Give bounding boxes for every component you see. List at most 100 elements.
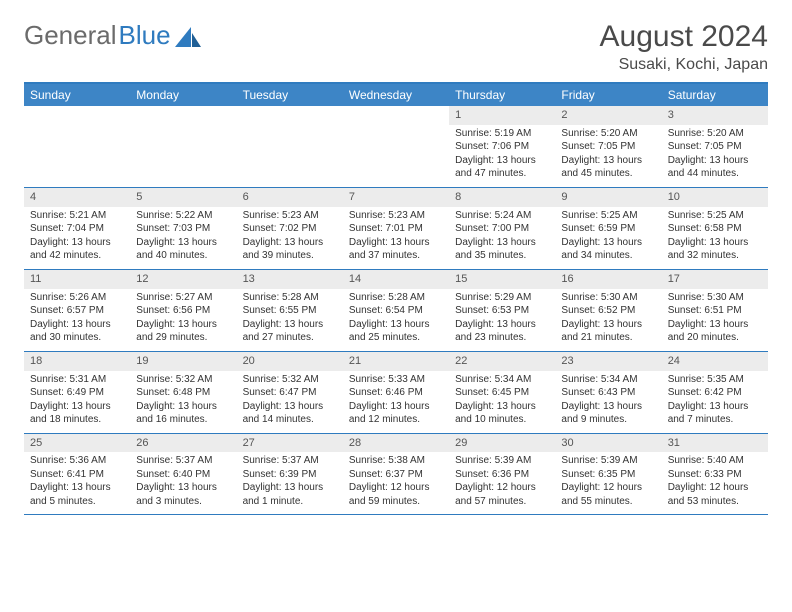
day-number: 29	[449, 434, 555, 453]
day-body: Sunrise: 5:40 AMSunset: 6:33 PMDaylight:…	[662, 452, 768, 514]
day-header: Thursday	[449, 83, 555, 106]
sunrise-text: Sunrise: 5:21 AM	[30, 209, 124, 223]
daylight-text: Daylight: 13 hours and 29 minutes.	[136, 318, 230, 345]
sunset-text: Sunset: 6:48 PM	[136, 386, 230, 400]
day-body: Sunrise: 5:32 AMSunset: 6:48 PMDaylight:…	[130, 371, 236, 433]
day-body: Sunrise: 5:22 AMSunset: 7:03 PMDaylight:…	[130, 207, 236, 269]
calendar-row: 1Sunrise: 5:19 AMSunset: 7:06 PMDaylight…	[24, 106, 768, 188]
sunset-text: Sunset: 6:42 PM	[668, 386, 762, 400]
calendar-cell: 25Sunrise: 5:36 AMSunset: 6:41 PMDayligh…	[24, 433, 130, 515]
title-block: August 2024 Susaki, Kochi, Japan	[600, 20, 768, 74]
day-body: Sunrise: 5:26 AMSunset: 6:57 PMDaylight:…	[24, 289, 130, 351]
day-body: Sunrise: 5:20 AMSunset: 7:05 PMDaylight:…	[662, 125, 768, 187]
day-number: 16	[555, 270, 661, 289]
daylight-text: Daylight: 13 hours and 20 minutes.	[668, 318, 762, 345]
sunset-text: Sunset: 6:57 PM	[30, 304, 124, 318]
day-header: Friday	[555, 83, 661, 106]
sunset-text: Sunset: 6:58 PM	[668, 222, 762, 236]
calendar-cell: 16Sunrise: 5:30 AMSunset: 6:52 PMDayligh…	[555, 269, 661, 351]
day-number: 22	[449, 352, 555, 371]
daylight-text: Daylight: 13 hours and 32 minutes.	[668, 236, 762, 263]
calendar-head: SundayMondayTuesdayWednesdayThursdayFrid…	[24, 83, 768, 106]
sunrise-text: Sunrise: 5:34 AM	[561, 373, 655, 387]
day-number: 5	[130, 188, 236, 207]
calendar-cell: 7Sunrise: 5:23 AMSunset: 7:01 PMDaylight…	[343, 188, 449, 270]
calendar-row: 11Sunrise: 5:26 AMSunset: 6:57 PMDayligh…	[24, 269, 768, 351]
day-body: Sunrise: 5:21 AMSunset: 7:04 PMDaylight:…	[24, 207, 130, 269]
daylight-text: Daylight: 13 hours and 10 minutes.	[455, 400, 549, 427]
day-number: 11	[24, 270, 130, 289]
calendar-cell: 17Sunrise: 5:30 AMSunset: 6:51 PMDayligh…	[662, 269, 768, 351]
sunset-text: Sunset: 6:49 PM	[30, 386, 124, 400]
sunrise-text: Sunrise: 5:28 AM	[243, 291, 337, 305]
day-header: Saturday	[662, 83, 768, 106]
day-body: Sunrise: 5:23 AMSunset: 7:01 PMDaylight:…	[343, 207, 449, 269]
sunset-text: Sunset: 6:52 PM	[561, 304, 655, 318]
sunrise-text: Sunrise: 5:28 AM	[349, 291, 443, 305]
calendar-cell	[343, 106, 449, 188]
daylight-text: Daylight: 13 hours and 21 minutes.	[561, 318, 655, 345]
day-body: Sunrise: 5:32 AMSunset: 6:47 PMDaylight:…	[237, 371, 343, 433]
daylight-text: Daylight: 13 hours and 42 minutes.	[30, 236, 124, 263]
day-number: 3	[662, 106, 768, 125]
sunrise-text: Sunrise: 5:34 AM	[455, 373, 549, 387]
day-body: Sunrise: 5:28 AMSunset: 6:55 PMDaylight:…	[237, 289, 343, 351]
daylight-text: Daylight: 13 hours and 5 minutes.	[30, 481, 124, 508]
sunset-text: Sunset: 6:43 PM	[561, 386, 655, 400]
calendar-row: 25Sunrise: 5:36 AMSunset: 6:41 PMDayligh…	[24, 433, 768, 515]
sunrise-text: Sunrise: 5:38 AM	[349, 454, 443, 468]
day-body: Sunrise: 5:34 AMSunset: 6:45 PMDaylight:…	[449, 371, 555, 433]
day-body: Sunrise: 5:36 AMSunset: 6:41 PMDaylight:…	[24, 452, 130, 514]
daylight-text: Daylight: 12 hours and 55 minutes.	[561, 481, 655, 508]
sunset-text: Sunset: 6:41 PM	[30, 468, 124, 482]
day-body: Sunrise: 5:19 AMSunset: 7:06 PMDaylight:…	[449, 125, 555, 187]
day-number: 24	[662, 352, 768, 371]
day-number: 17	[662, 270, 768, 289]
sunset-text: Sunset: 6:51 PM	[668, 304, 762, 318]
calendar-body: 1Sunrise: 5:19 AMSunset: 7:06 PMDaylight…	[24, 106, 768, 515]
calendar-cell: 2Sunrise: 5:20 AMSunset: 7:05 PMDaylight…	[555, 106, 661, 188]
day-number: 18	[24, 352, 130, 371]
calendar-cell: 30Sunrise: 5:39 AMSunset: 6:35 PMDayligh…	[555, 433, 661, 515]
sunrise-text: Sunrise: 5:29 AM	[455, 291, 549, 305]
calendar-cell: 9Sunrise: 5:25 AMSunset: 6:59 PMDaylight…	[555, 188, 661, 270]
location: Susaki, Kochi, Japan	[600, 56, 768, 74]
daylight-text: Daylight: 13 hours and 7 minutes.	[668, 400, 762, 427]
day-body: Sunrise: 5:23 AMSunset: 7:02 PMDaylight:…	[237, 207, 343, 269]
day-body: Sunrise: 5:24 AMSunset: 7:00 PMDaylight:…	[449, 207, 555, 269]
sunrise-text: Sunrise: 5:23 AM	[243, 209, 337, 223]
daylight-text: Daylight: 13 hours and 34 minutes.	[561, 236, 655, 263]
daylight-text: Daylight: 13 hours and 3 minutes.	[136, 481, 230, 508]
daylight-text: Daylight: 13 hours and 9 minutes.	[561, 400, 655, 427]
day-header: Tuesday	[237, 83, 343, 106]
sunset-text: Sunset: 6:54 PM	[349, 304, 443, 318]
calendar-row: 18Sunrise: 5:31 AMSunset: 6:49 PMDayligh…	[24, 351, 768, 433]
sunrise-text: Sunrise: 5:27 AM	[136, 291, 230, 305]
calendar-cell: 28Sunrise: 5:38 AMSunset: 6:37 PMDayligh…	[343, 433, 449, 515]
day-body: Sunrise: 5:33 AMSunset: 6:46 PMDaylight:…	[343, 371, 449, 433]
day-body: Sunrise: 5:25 AMSunset: 6:59 PMDaylight:…	[555, 207, 661, 269]
day-body: Sunrise: 5:37 AMSunset: 6:39 PMDaylight:…	[237, 452, 343, 514]
calendar-cell: 13Sunrise: 5:28 AMSunset: 6:55 PMDayligh…	[237, 269, 343, 351]
daylight-text: Daylight: 13 hours and 40 minutes.	[136, 236, 230, 263]
sunset-text: Sunset: 6:36 PM	[455, 468, 549, 482]
sunrise-text: Sunrise: 5:22 AM	[136, 209, 230, 223]
day-number: 26	[130, 434, 236, 453]
daylight-text: Daylight: 13 hours and 35 minutes.	[455, 236, 549, 263]
day-body: Sunrise: 5:39 AMSunset: 6:36 PMDaylight:…	[449, 452, 555, 514]
daylight-text: Daylight: 13 hours and 27 minutes.	[243, 318, 337, 345]
sunset-text: Sunset: 6:40 PM	[136, 468, 230, 482]
calendar-cell: 6Sunrise: 5:23 AMSunset: 7:02 PMDaylight…	[237, 188, 343, 270]
calendar-cell: 12Sunrise: 5:27 AMSunset: 6:56 PMDayligh…	[130, 269, 236, 351]
daylight-text: Daylight: 13 hours and 25 minutes.	[349, 318, 443, 345]
calendar-cell: 22Sunrise: 5:34 AMSunset: 6:45 PMDayligh…	[449, 351, 555, 433]
day-number: 20	[237, 352, 343, 371]
calendar-cell: 8Sunrise: 5:24 AMSunset: 7:00 PMDaylight…	[449, 188, 555, 270]
sunrise-text: Sunrise: 5:39 AM	[455, 454, 549, 468]
sunset-text: Sunset: 6:39 PM	[243, 468, 337, 482]
day-body: Sunrise: 5:39 AMSunset: 6:35 PMDaylight:…	[555, 452, 661, 514]
calendar-cell: 29Sunrise: 5:39 AMSunset: 6:36 PMDayligh…	[449, 433, 555, 515]
sunset-text: Sunset: 7:02 PM	[243, 222, 337, 236]
calendar-table: SundayMondayTuesdayWednesdayThursdayFrid…	[24, 82, 768, 515]
day-body: Sunrise: 5:34 AMSunset: 6:43 PMDaylight:…	[555, 371, 661, 433]
